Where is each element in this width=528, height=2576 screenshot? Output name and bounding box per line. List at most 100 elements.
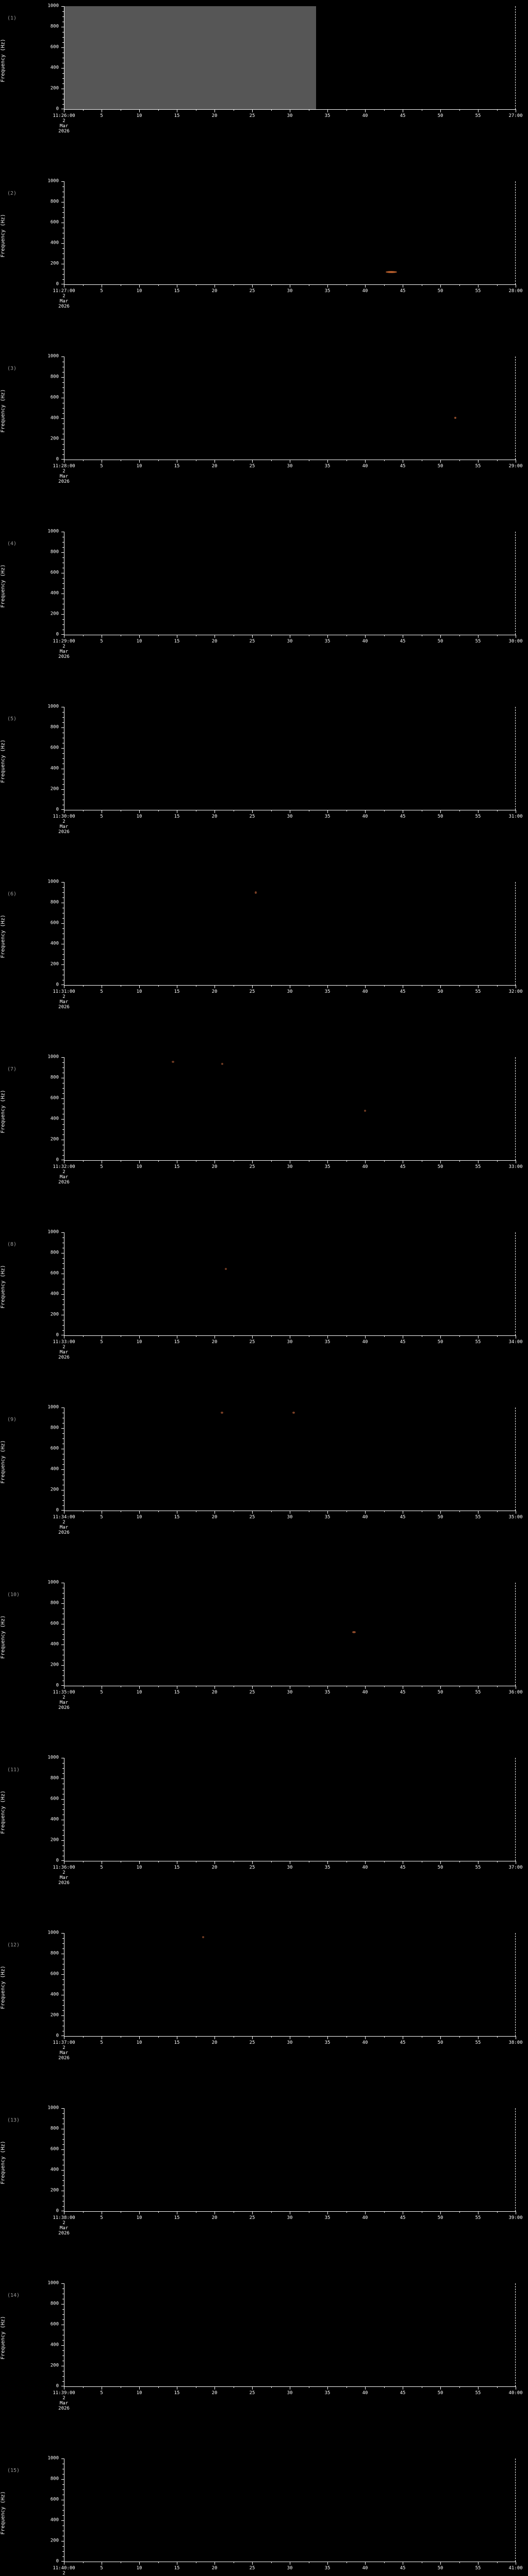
x-minor-tick-mark	[497, 2036, 498, 2038]
x-tick-label: 45	[400, 2391, 406, 2396]
x-tick-mark	[139, 2036, 140, 2039]
plot-area[interactable]	[64, 532, 516, 635]
x-minor-tick-mark	[384, 284, 385, 286]
plot-area[interactable]	[64, 2459, 516, 2562]
x-tick-mark	[252, 810, 253, 813]
date-part-day: 2	[62, 1695, 65, 1700]
x-tick-mark	[440, 2036, 441, 2039]
x-tick-label: 50	[437, 1340, 443, 1345]
x-minor-tick-mark	[346, 1861, 347, 1862]
x-axis-start-time-label: 11:28:00	[53, 464, 75, 469]
y-minor-tick-mark	[62, 449, 64, 450]
axis-spine-right	[515, 181, 516, 284]
date-part-year: 2026	[58, 1705, 70, 1710]
x-minor-tick-mark	[497, 810, 498, 811]
plot-area[interactable]	[64, 1057, 516, 1160]
plot-area[interactable]	[64, 2283, 516, 2386]
plot-area[interactable]	[64, 1758, 516, 1861]
x-tick-label: 20	[211, 2215, 218, 2221]
y-tick-label: 1000	[47, 1404, 59, 1410]
x-axis-end-time-label: 27:00	[508, 113, 523, 118]
y-minor-tick-mark	[62, 1938, 64, 1939]
y-tick-label: 1000	[47, 2455, 59, 2461]
y-minor-tick-mark	[62, 2000, 64, 2001]
x-tick-mark	[139, 2386, 140, 2389]
x-axis-end-time-label: 28:00	[508, 289, 523, 294]
x-tick-mark	[327, 2562, 328, 2565]
plot-area[interactable]	[64, 882, 516, 985]
y-tick-label: 800	[50, 2126, 59, 2131]
panel-index-label: (4)	[7, 541, 17, 547]
y-tick-mark	[61, 2479, 64, 2480]
plot-area[interactable]	[64, 6, 516, 109]
y-tick-label: 1000	[47, 2105, 59, 2111]
plot-area[interactable]	[64, 2108, 516, 2211]
y-minor-tick-mark	[62, 784, 64, 785]
y-tick-mark	[61, 1469, 64, 1470]
x-tick-label: 40	[362, 639, 368, 644]
date-part-day: 2	[62, 2571, 65, 2576]
x-tick-mark	[440, 284, 441, 287]
spectrogram-canvas	[64, 532, 516, 635]
y-minor-tick-mark	[62, 1505, 64, 1506]
x-tick-label: 10	[136, 2566, 142, 2571]
x-tick-mark	[327, 284, 328, 287]
x-tick-mark	[365, 1511, 366, 1514]
x-minor-tick-mark	[384, 1861, 385, 1862]
spectrogram-canvas	[64, 357, 516, 460]
plot-area[interactable]	[64, 1408, 516, 1511]
y-minor-tick-mark	[62, 2139, 64, 2140]
y-axis-title: Frequency (Hz)	[0, 39, 6, 82]
date-part-month: Mar	[59, 2050, 69, 2056]
y-minor-tick-mark	[62, 588, 64, 589]
plot-area[interactable]	[64, 707, 516, 810]
x-minor-tick-mark	[82, 1861, 84, 1862]
x-minor-tick-mark	[82, 1686, 84, 1687]
spectrogram-panel: (1) Frequency (Hz) 0 200 400 600 800 1000 11:26:…	[0, 4, 528, 140]
spectrogram-detection	[224, 1268, 227, 1270]
x-tick-label: 30	[287, 2215, 293, 2221]
y-tick-label: 800	[50, 549, 59, 555]
spectrogram-panel: (8) Frequency (Hz) 0 200 400 600 800 1000 11:33:…	[0, 1230, 528, 1366]
x-tick-label: 40	[362, 2215, 368, 2221]
x-tick-label: 20	[211, 113, 218, 118]
y-tick-mark	[61, 2108, 64, 2109]
plot-area[interactable]	[64, 1933, 516, 2036]
y-axis: Frequency (Hz) 0 200 400 600 800 1000	[0, 1580, 64, 1688]
spectrogram-canvas	[64, 707, 516, 810]
date-part-day: 2	[62, 1520, 65, 1525]
y-axis: Frequency (Hz) 0 200 400 600 800 1000	[0, 1404, 64, 1513]
y-minor-tick-mark	[62, 1433, 64, 1434]
y-tick-label: 600	[50, 2497, 59, 2502]
spectrogram-panel: (5) Frequency (Hz) 0 200 400 600 800 1000 11:30:…	[0, 704, 528, 841]
y-tick-label: 800	[50, 2301, 59, 2307]
x-minor-tick-mark	[82, 635, 84, 636]
y-minor-tick-mark	[62, 928, 64, 929]
y-tick-mark	[61, 1778, 64, 1779]
x-tick-label: 45	[400, 989, 406, 994]
x-axis-start-time-label: 11:39:00	[53, 2391, 75, 2396]
x-tick-label: 15	[174, 464, 180, 469]
plot-area[interactable]	[64, 181, 516, 284]
x-minor-tick-mark	[271, 810, 272, 811]
x-tick-label: 35	[324, 113, 331, 118]
axis-spine-right	[515, 6, 516, 109]
y-axis: Frequency (Hz) 0 200 400 600 800 1000	[0, 1930, 64, 2038]
x-tick-mark	[214, 1686, 215, 1689]
x-minor-tick-mark	[271, 2036, 272, 2038]
x-tick-label: 55	[475, 639, 481, 644]
plot-area[interactable]	[64, 1583, 516, 1686]
plot-area[interactable]	[64, 1232, 516, 1335]
x-minor-tick-mark	[346, 1335, 347, 1337]
x-tick-label: 40	[362, 1515, 368, 1520]
x-tick-label: 50	[437, 2566, 443, 2571]
y-minor-tick-mark	[62, 73, 64, 74]
x-tick-label: 55	[475, 464, 481, 469]
plot-area[interactable]	[64, 357, 516, 460]
x-tick-label: 5	[100, 1164, 103, 1170]
spectrogram-canvas	[64, 181, 516, 284]
x-tick-label: 15	[174, 1690, 180, 1695]
